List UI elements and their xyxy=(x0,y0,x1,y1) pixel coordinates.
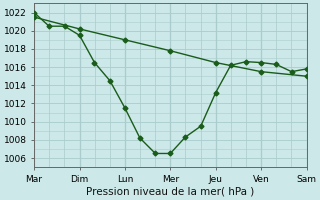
X-axis label: Pression niveau de la mer( hPa ): Pression niveau de la mer( hPa ) xyxy=(86,187,254,197)
